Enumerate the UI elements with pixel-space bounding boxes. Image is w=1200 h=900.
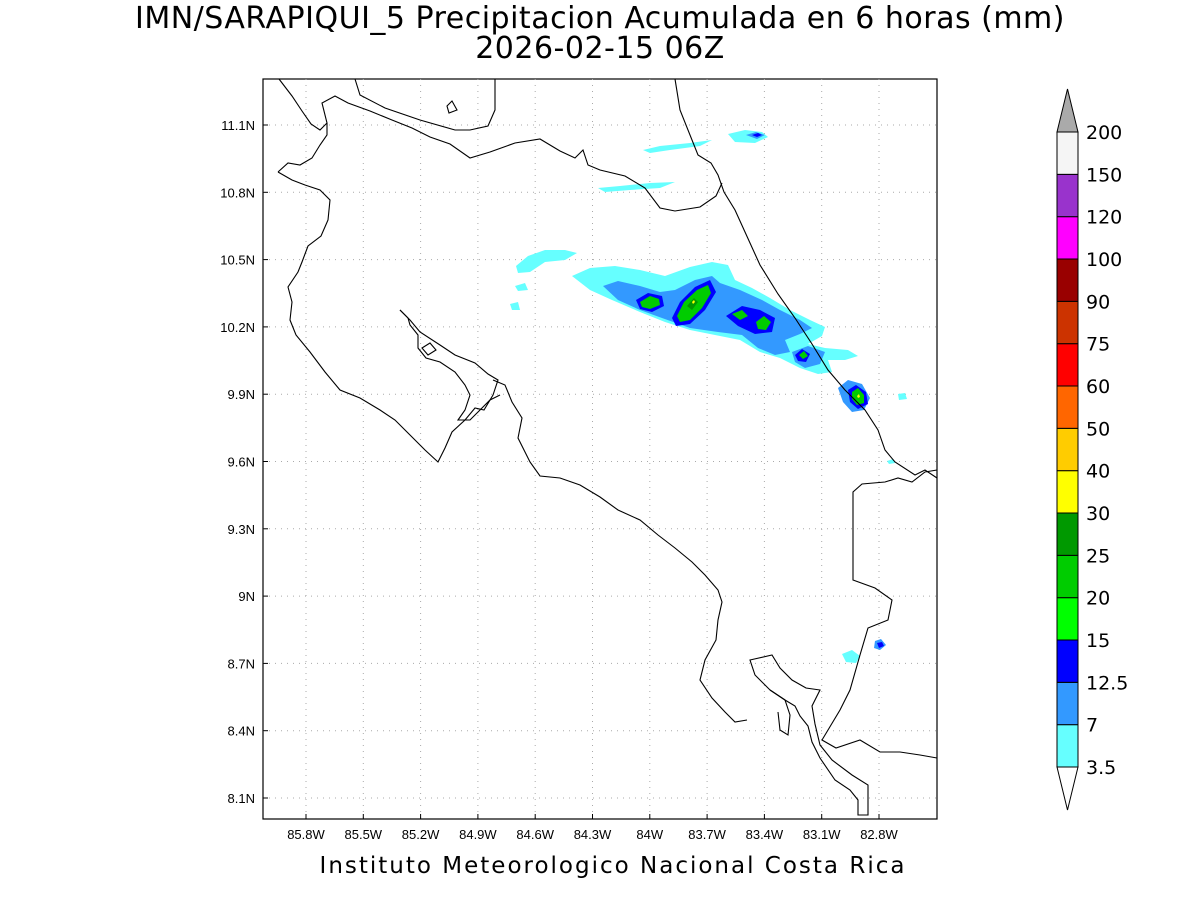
lon-tick-label: 85.2W [402, 827, 440, 842]
coastlines [277, 78, 938, 816]
nicaragua-border [278, 78, 723, 212]
colorbar-upper-arrow [1056, 88, 1079, 133]
colorbar-segment [1056, 427, 1079, 472]
colorbar-segment [1056, 554, 1079, 599]
colorbar-label: 30 [1086, 503, 1110, 525]
colorbar-segment [1056, 300, 1079, 345]
lon-tick-label: 84.6W [516, 827, 554, 842]
lon-tick-label: 82.8W [860, 827, 898, 842]
rain-area [752, 133, 762, 137]
colorbar-label: 200 [1086, 122, 1122, 144]
colorbar-segment [1056, 639, 1079, 683]
lat-tick-label: 8.7N [228, 656, 255, 671]
map-frame [262, 78, 938, 820]
lon-tick-label: 84.3W [574, 827, 612, 842]
rain-area [877, 642, 884, 648]
colorbar-label: 90 [1086, 291, 1110, 313]
colorbar-label: 12.5 [1086, 672, 1128, 694]
colorbar-label: 150 [1086, 164, 1122, 186]
lon-tick-label: 85.8W [287, 827, 325, 842]
rain-area [842, 650, 860, 663]
colorbar-segment [1056, 681, 1079, 726]
lat-tick-label: 10.2N [220, 320, 255, 335]
rain-area [857, 394, 860, 398]
colorbar-segment [1056, 343, 1079, 387]
colorbar: 3.5 7 12.5 15 20 25 30 40 50 60 75 90 100 120 150 200 [1056, 88, 1128, 811]
gridlines [263, 79, 937, 819]
rain-area [643, 140, 712, 153]
colorbar-label: 3.5 [1086, 757, 1116, 779]
colorbar-segment [1056, 258, 1079, 302]
lon-tick-label: 83.4W [746, 827, 784, 842]
golfo-dulce [769, 689, 791, 736]
colorbar-segment [1056, 385, 1079, 429]
lat-tick-label: 8.4N [228, 724, 255, 739]
panama-border [821, 469, 938, 759]
rain-area [598, 182, 675, 192]
lat-tick-label: 10.5N [220, 253, 255, 268]
colorbar-label: 40 [1086, 461, 1110, 483]
lat-tick-label: 9.3N [228, 522, 255, 537]
rain-area [515, 283, 528, 291]
lon-tick-label: 84W [636, 827, 663, 842]
colorbar-label: 100 [1086, 249, 1122, 271]
rain-area [756, 316, 771, 330]
rain-area [799, 351, 808, 359]
colorbar-segment [1056, 724, 1079, 768]
lon-tick-label: 84.9W [459, 827, 497, 842]
latitude-labels: 11.1N 10.8N 10.5N 10.2N 9.9N 9.6N 9.3N 9N 8.7N 8.… [220, 118, 255, 806]
colorbar-label: 75 [1086, 334, 1110, 356]
pacific-coast-central [492, 379, 748, 723]
lat-tick-label: 9.9N [228, 387, 255, 402]
colorbar-lower-arrow [1056, 766, 1079, 811]
colorbar-label: 50 [1086, 418, 1110, 440]
caribbean-coast [674, 78, 938, 479]
colorbar-label: 20 [1086, 588, 1110, 610]
colorbar-segment [1056, 216, 1079, 260]
footer-credit: Instituto Meteorologico Nacional Costa R… [319, 853, 907, 879]
colorbar-segment [1056, 470, 1079, 514]
lat-tick-label: 10.8N [220, 185, 255, 200]
lat-tick-label: 8.1N [228, 791, 255, 806]
colorbar-label: 120 [1086, 207, 1122, 229]
rain-area [516, 250, 577, 273]
lat-tick-label: 11.1N [221, 118, 255, 133]
lon-tick-label: 83.7W [688, 827, 726, 842]
peninsula [354, 78, 496, 131]
lon-tick-label: 83.1W [803, 827, 841, 842]
rain-area [640, 296, 660, 309]
pacific-coast-north [277, 171, 499, 463]
nicaragua-west-coast [277, 123, 328, 173]
lat-tick-label: 9N [238, 589, 255, 604]
colorbar-label: 60 [1086, 376, 1110, 398]
precipitation-field [510, 130, 907, 663]
map-title: IMN/SARAPIQUI_5 Precipitacion Acumulada … [135, 1, 1065, 36]
colorbar-segment [1056, 512, 1079, 556]
rain-area [687, 298, 698, 310]
osa-peninsula [749, 654, 869, 816]
nicoya-gulf [399, 309, 501, 421]
rain-area [692, 300, 695, 304]
rain-area [898, 393, 907, 400]
colorbar-segment [1056, 131, 1079, 175]
longitude-labels: 85.8W 85.5W 85.2W 84.9W 84.6W 84.3W 84W 83.7W 83… [287, 827, 898, 842]
rain-area [510, 302, 520, 310]
lon-tick-label: 85.5W [345, 827, 383, 842]
lat-tick-label: 9.6N [228, 455, 255, 470]
island [421, 342, 437, 356]
rain-area [732, 310, 748, 320]
colorbar-label: 25 [1086, 545, 1110, 567]
colorbar-segment [1056, 597, 1079, 641]
colorbar-segment [1056, 173, 1079, 218]
map-datetime: 2026-02-15 06Z [475, 31, 725, 66]
colorbar-label: 15 [1086, 630, 1110, 652]
island [446, 100, 458, 114]
colorbar-label: 7 [1086, 715, 1098, 737]
